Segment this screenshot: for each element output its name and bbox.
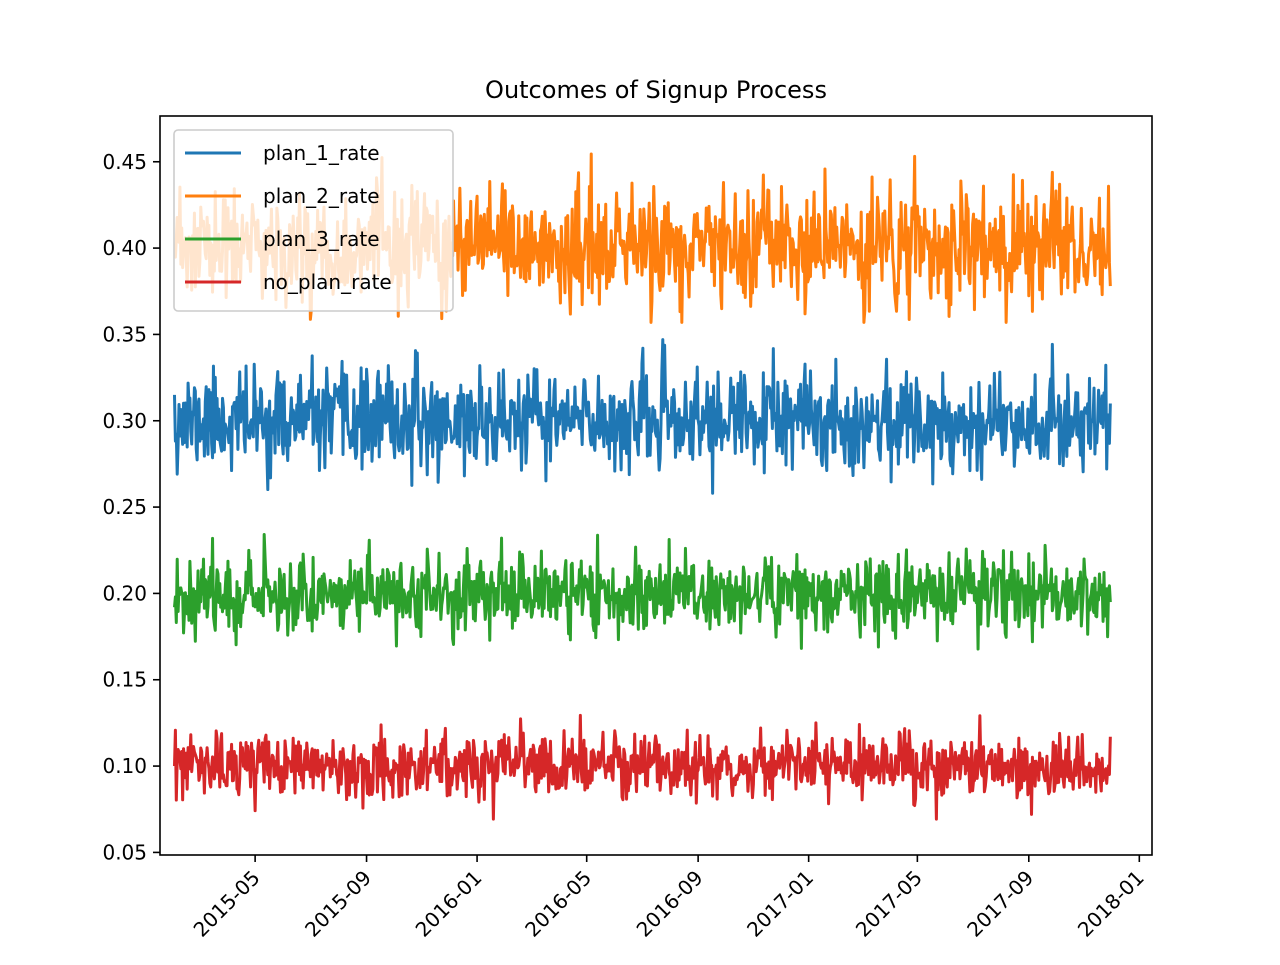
y-tick-label: 0.45 [102,150,147,174]
y-tick-label: 0.25 [102,495,147,519]
y-tick-label: 0.35 [102,322,147,346]
legend-label: plan_3_rate [263,227,380,251]
y-tick-label: 0.30 [102,409,147,433]
chart-title: Outcomes of Signup Process [485,76,827,104]
legend-label: plan_2_rate [263,184,380,208]
legend: plan_1_rate plan_2_rate plan_3_rate no_plan… [173,129,454,312]
series-line-plan-1-rate [172,338,1112,495]
y-tick-label: 0.05 [102,840,147,864]
plot-frame [159,115,1153,856]
y-tick-label: 0.10 [102,754,147,778]
y-tick-label: 0.20 [102,581,147,605]
y-tick-label: 0.15 [102,668,147,692]
y-tick-label: 0.40 [102,236,147,260]
legend-label: plan_1_rate [263,141,380,165]
series-line-no-plan-rate [172,713,1112,821]
legend-box [173,129,454,312]
series-line-plan-3-rate [172,532,1112,651]
legend-label: no_plan_rate [263,270,392,294]
